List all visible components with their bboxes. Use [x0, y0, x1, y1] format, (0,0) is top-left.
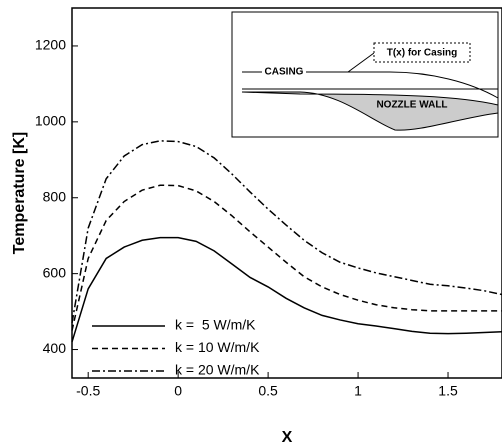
- plot: 400 600 800 1000 1200 -0.5 0 0.5 1 1.5 k = 5 W/m/K…: [35, 7, 502, 399]
- legend-label: k = 20 W/m/K: [175, 362, 260, 378]
- legend-label: k = 10 W/m/K: [175, 339, 260, 355]
- line: [71, 184, 502, 331]
- inset: CASING T(x) for Casing NOZZLE WALL: [231, 11, 499, 138]
- x-tick-label: 1.5: [438, 383, 458, 399]
- plot-frame: [71, 7, 502, 379]
- y-tick-label: 1000: [35, 113, 66, 129]
- casing-line: [306, 71, 499, 99]
- casing-label: CASING: [265, 67, 304, 78]
- x-axis-label: X: [282, 429, 293, 446]
- callout-label: T(x) for Casing: [387, 48, 458, 59]
- wall-label: NOZZLE WALL: [376, 100, 447, 111]
- nozzle-wall: [241, 91, 499, 131]
- x-tick-label: 0.5: [258, 383, 278, 399]
- legend-label: k = 5 W/m/K: [175, 317, 256, 333]
- leader-line: [347, 52, 375, 73]
- x-tick-label: -0.5: [76, 383, 100, 399]
- x-tick-label: 0: [174, 383, 182, 399]
- y-tick-label: 400: [43, 340, 67, 356]
- y-axis-label: Temperature [K]: [11, 132, 28, 254]
- y-tick-label: 1200: [35, 37, 66, 53]
- y-tick-label: 600: [43, 264, 67, 280]
- y-tick-label: 800: [43, 188, 67, 204]
- callout-box: [373, 42, 471, 63]
- x-tick-label: 1: [354, 383, 362, 399]
- line: [71, 140, 502, 324]
- line: [71, 236, 502, 343]
